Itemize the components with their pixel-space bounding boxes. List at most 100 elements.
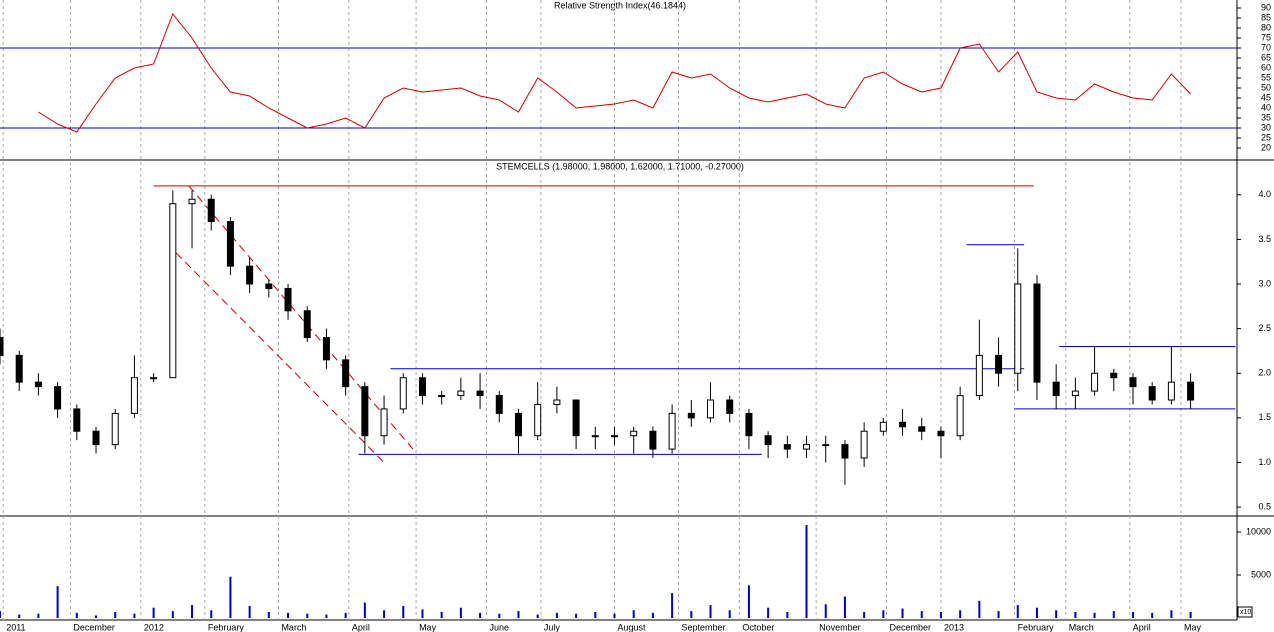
x-tick-label: April (1133, 622, 1151, 632)
y-tick-label: 2.5 (1258, 323, 1271, 333)
y-tick-label: 60 (1261, 62, 1271, 72)
x-tick-label: May (419, 622, 437, 632)
volume-bar (997, 611, 1000, 618)
volume-bar (1170, 610, 1173, 618)
y-tick-label: 3.5 (1258, 234, 1271, 244)
y-tick-label: 50 (1261, 82, 1271, 92)
volume-bar (939, 611, 942, 618)
x-tick-label: February (208, 622, 245, 632)
volume-bar (901, 608, 904, 618)
price-title: STEMCELLS (1.98000, 1.98000, 1.62000, 1.… (496, 161, 744, 171)
y-tick-label: 4.0 (1258, 189, 1271, 199)
candle-body (610, 435, 618, 438)
volume-bar (959, 610, 962, 618)
volume-bar (1112, 611, 1115, 618)
x-tick-label: December (890, 622, 932, 632)
candle-body (1033, 283, 1041, 383)
volume-bar (728, 610, 731, 618)
volume-bar (575, 613, 578, 618)
candle-body (1091, 372, 1099, 392)
x-tick-label: 2012 (144, 622, 164, 632)
rsi-title: Relative Strength Index(46.1844) (554, 0, 686, 10)
volume-bar (709, 605, 712, 618)
volume-bar (863, 611, 866, 618)
candle-body (572, 399, 580, 437)
candle-body (226, 221, 234, 267)
volume-bar (114, 611, 117, 618)
volume-bar (479, 612, 482, 618)
volume-bar (210, 610, 213, 618)
volume-bar (229, 576, 232, 618)
candle-body (860, 430, 868, 459)
y-tick-label: 35 (1261, 112, 1271, 122)
y-tick-label: 75 (1261, 32, 1271, 42)
x-tick-label: July (544, 622, 561, 632)
volume-bar (459, 607, 462, 618)
candle-body (534, 403, 542, 437)
volume-bar (1093, 612, 1096, 618)
volume-bar (594, 611, 597, 618)
candle-body (707, 399, 715, 419)
volume-bar (843, 596, 846, 618)
x-tick-label: March (281, 622, 306, 632)
candle-body (514, 412, 522, 437)
volume-bar (1189, 611, 1192, 618)
candle-body (668, 412, 676, 450)
volume-unit: x10 (1240, 609, 1251, 616)
candle-body (899, 421, 907, 428)
trendline (175, 252, 385, 463)
candle-body (54, 386, 62, 410)
y-tick-label: 0.5 (1258, 501, 1271, 511)
candle-body (553, 399, 561, 405)
candle-body (879, 421, 887, 432)
candle-body (361, 386, 369, 437)
candle-body (1014, 283, 1022, 374)
y-tick-label: 85 (1261, 12, 1271, 22)
volume-bar (536, 614, 539, 618)
x-tick-label: September (682, 622, 726, 632)
y-tick-label: 70 (1261, 42, 1271, 52)
candle-body (495, 395, 503, 414)
volume-bar (1035, 607, 1038, 618)
volume-bar (402, 605, 405, 618)
y-tick-label: 40 (1261, 102, 1271, 112)
volume-bar (1055, 610, 1058, 618)
candle-body (591, 435, 599, 438)
candle-body (111, 412, 119, 446)
volume-bar (191, 605, 194, 618)
candle-body (822, 444, 830, 447)
volume-bar (805, 525, 808, 618)
candle-body (207, 198, 215, 223)
x-tick-label: May (1184, 622, 1202, 632)
candle-body (342, 359, 350, 388)
x-tick-label: June (489, 622, 509, 632)
candle-body (265, 283, 273, 289)
volume-bar (1016, 605, 1019, 618)
candle-body (457, 390, 465, 397)
y-tick-label: 45 (1261, 92, 1271, 102)
volume-bar (440, 611, 443, 618)
volume-bar (306, 613, 309, 618)
volume-bar (882, 610, 885, 618)
candle-body (918, 426, 926, 432)
candle-body (303, 310, 311, 339)
y-tick-label: 1.5 (1258, 412, 1271, 422)
volume-bar (287, 612, 290, 618)
volume-bar (267, 611, 270, 618)
volume-bar (152, 607, 155, 618)
volume-bar (613, 613, 616, 618)
candle-body (1167, 381, 1175, 401)
y-tick-label: 3.0 (1258, 278, 1271, 288)
volume-bar (690, 611, 693, 618)
volume-bar (56, 586, 59, 618)
candle-body (476, 390, 484, 397)
candle-body (764, 435, 772, 446)
candle-body (34, 381, 42, 388)
volume-bar (498, 613, 501, 618)
candle-body (649, 430, 657, 450)
candle-body (73, 408, 81, 432)
x-tick-label: 2013 (944, 622, 964, 632)
y-tick-label: 5000 (1251, 569, 1271, 579)
candle-body (246, 265, 254, 285)
